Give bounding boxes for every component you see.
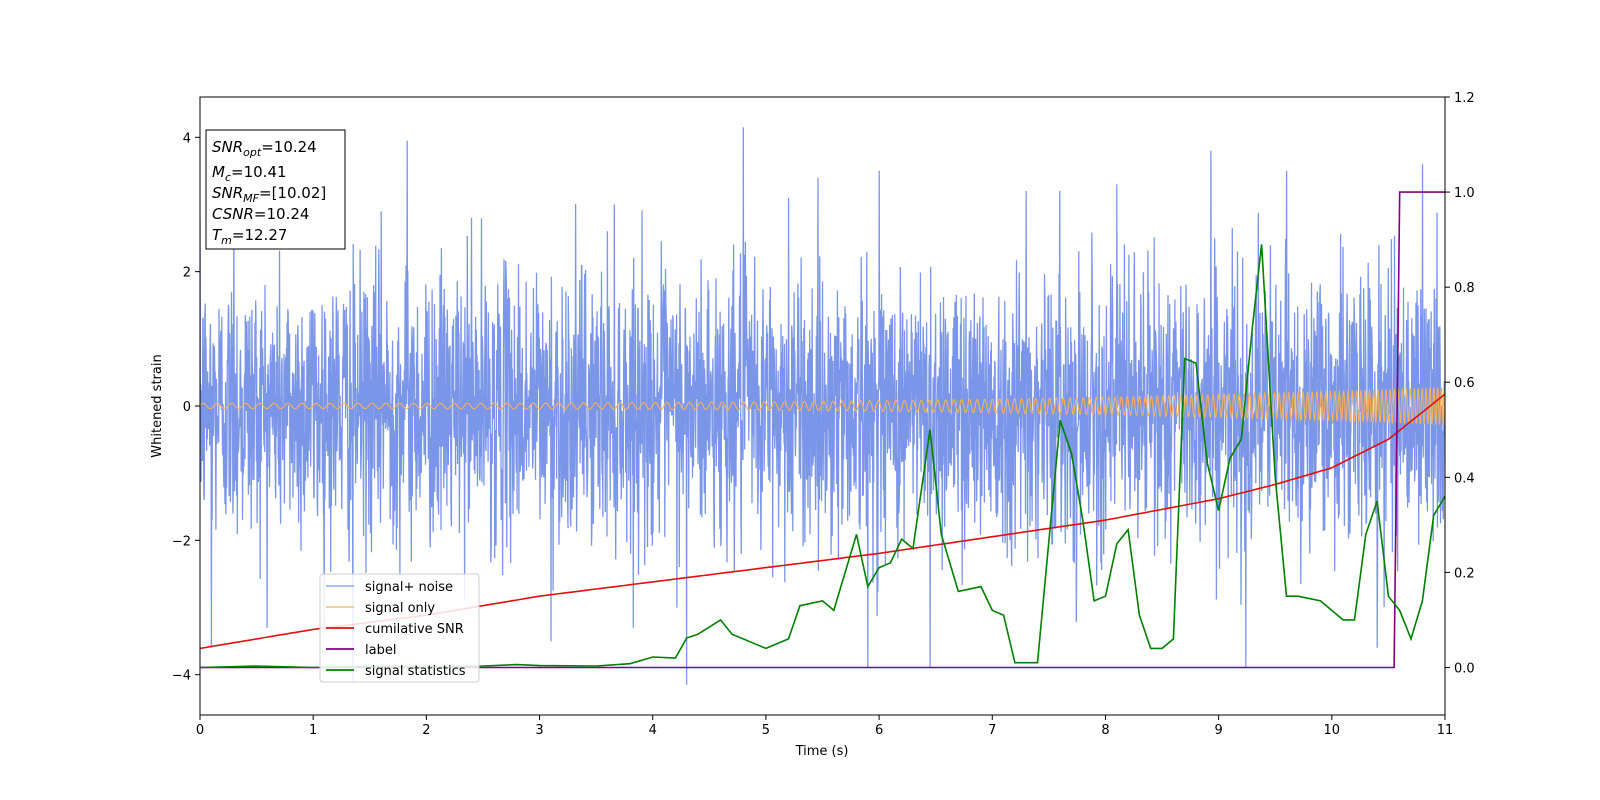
legend-frame [319,573,480,683]
legend-entry: signal statistics [326,664,466,679]
x-tick-label: 7 [988,723,996,738]
y-right-tick-label: 0.2 [1454,566,1475,581]
legend-label: signal+ noise [365,580,453,595]
stats-annotation-box: SNRopt=10.24 Mc=10.41SNRMF=[10.02]CSNR=10… [205,129,346,250]
x-tick-label: 1 [309,723,317,738]
y-right-tick-label: 0.8 [1454,281,1475,296]
annotation-line: CSNR=10.24 [212,205,309,223]
y-left-tick-label: 4 [183,131,191,146]
signal-statistics-line [200,244,1445,669]
x-tick-label: 10 [1324,723,1341,738]
y-left-tick-label: −2 [172,534,191,549]
legend-label: label [365,643,396,658]
x-axis: 0 1 2 3 4 5 6 7 8 9 10 11 [196,715,1453,738]
y-left-tick-label: 2 [183,266,191,281]
x-tick-label: 5 [762,723,770,738]
legend-entry: signal only [326,601,435,616]
annotation-line: SNRopt=10.24 [212,138,317,159]
annotation-line: Tm=12.27 [212,226,287,247]
y-left-tick-label: 0 [183,400,191,415]
annotation-line: Mc=10.41 [212,163,287,184]
legend-entry: signal+ noise [326,580,453,595]
x-tick-label: 3 [535,723,543,738]
y-axis-label: Whitened strain [150,354,165,457]
annotation-line: SNRMF=[10.02] [212,184,326,205]
y-left-tick-label: −4 [172,669,191,684]
annotation-frame [205,129,346,250]
signal-noise-series [200,127,1445,685]
y-right-tick-label: 0.4 [1454,471,1475,486]
x-tick-label: 2 [422,723,430,738]
x-tick-label: 6 [875,723,883,738]
y-right-tick-label: 0.0 [1454,661,1475,676]
legend-entry: cumilative SNR [326,622,464,637]
legend: signal+ noise signal only cumilative SNR la… [319,573,480,683]
x-tick-label: 11 [1437,723,1454,738]
legend-label: signal statistics [365,664,466,679]
x-tick-label: 0 [196,723,204,738]
x-tick-label: 8 [1101,723,1109,738]
y-right-tick-label: 1.2 [1454,91,1475,106]
y-right-tick-label: 0.6 [1454,376,1475,391]
signal-noise-line [200,127,1445,685]
y-axis-right: 0.0 0.2 0.4 0.6 0.8 1.0 1.2 [1445,91,1475,676]
legend-label: cumilative SNR [365,622,464,637]
signal-only-series [200,386,1445,427]
y-axis-left: −4 −2 0 2 4 [172,131,200,684]
x-axis-label: Time (s) [795,744,849,759]
x-tick-label: 4 [649,723,657,738]
label-line [200,191,1445,669]
signal-only-line [200,386,1445,427]
legend-label: signal only [365,601,435,616]
legend-entry: label [326,643,396,658]
y-right-tick-label: 1.0 [1454,186,1475,201]
x-tick-label: 9 [1214,723,1222,738]
